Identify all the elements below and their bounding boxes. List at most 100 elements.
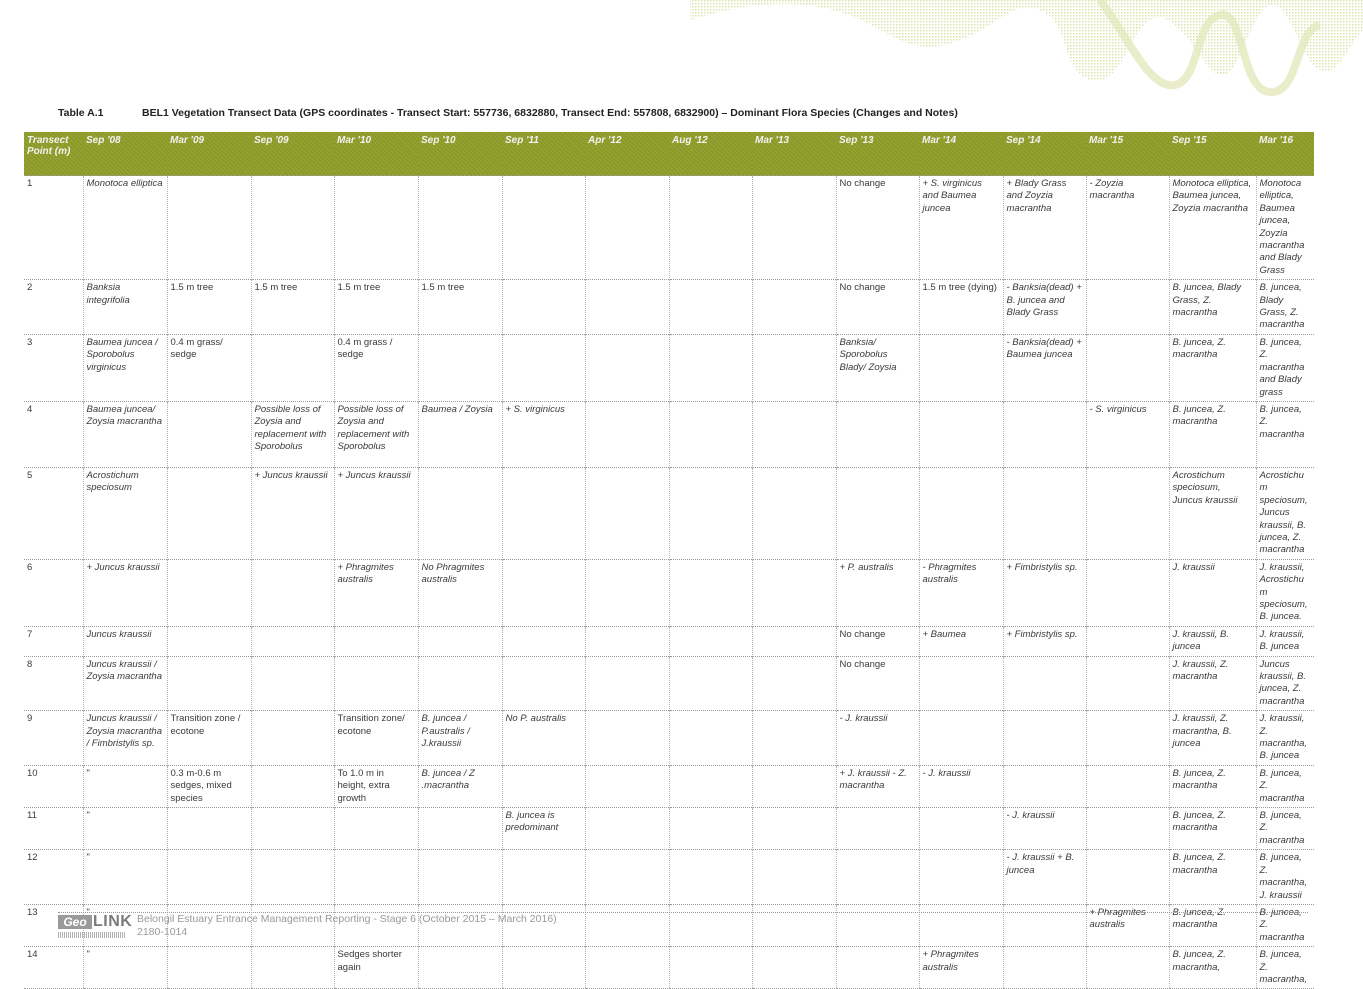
table-cell: " — [82, 849, 167, 905]
table-cell: - J. kraussii + B. juncea — [1002, 849, 1086, 905]
table-cell — [333, 807, 418, 850]
decorative-wave-graphic — [690, 0, 1363, 96]
table-cell — [584, 466, 669, 560]
table-cell — [668, 710, 752, 766]
table-cell — [1085, 849, 1169, 905]
table-row: 4 Baumea juncea/ Zoysia macrantha Possible… — [24, 400, 1314, 468]
table-cell — [417, 903, 502, 947]
transect-point-cell: 9 — [24, 710, 83, 766]
table-row: 8 Juncus kraussii / Zoysia macrantha No ch… — [24, 655, 1314, 711]
table-cell: Acrostichum speciosum, Juncus kraussii — [1168, 466, 1256, 560]
table-cell — [584, 849, 669, 905]
table-cell: B. juncea, Z. macrantha, J. kraussii — [1255, 849, 1314, 905]
table-cell — [918, 710, 1003, 766]
table-cell: Banksia/ Sporobolus Blady/ Zoysia — [835, 333, 919, 402]
column-header: Apr '12 — [585, 132, 669, 176]
table-cell — [501, 903, 585, 947]
logo-link-text: LINK — [93, 913, 133, 930]
table-cell: B. juncea is predominant — [501, 807, 585, 850]
table-cell: J. kraussii, B. juncea — [1168, 625, 1256, 657]
table-cell: Monotoca elliptica, Baumea juncea, Zoyzi… — [1255, 174, 1314, 280]
table-row: 13 " + Phragmites australis B. juncea, Z. m… — [24, 903, 1314, 947]
table-cell: + Phragmites australis — [1085, 903, 1169, 947]
table-header-row: Transect Point (m) Sep '08 Mar '09 Sep '09 M… — [24, 132, 1314, 176]
table-cell: No P. australis — [501, 710, 585, 766]
column-header: Sep '13 — [836, 132, 919, 176]
table-cell: + Phragmites australis — [918, 946, 1003, 989]
table-cell: + Fimbristylis sp. — [1002, 558, 1086, 627]
table-cell — [250, 625, 334, 657]
table-cell: + S. virginicus — [501, 400, 585, 468]
table-cell: + Juncus kraussii — [250, 466, 334, 560]
table-cell — [584, 625, 669, 657]
table-label: Table A.1 — [58, 107, 104, 119]
table-cell: J. kraussii, Z. macrantha, B. juncea — [1168, 710, 1256, 766]
table-body: 1 Monotoca elliptica No change + S. virgini… — [24, 174, 1314, 989]
table-cell — [751, 849, 836, 905]
transect-point-cell: 7 — [24, 625, 83, 657]
table-cell: " — [82, 807, 167, 850]
table-cell: B. juncea, Z. macrantha — [1168, 807, 1256, 850]
table-cell: " — [82, 946, 167, 989]
table-cell — [1085, 333, 1169, 402]
transect-point-cell: 11 — [24, 807, 83, 850]
table-cell — [501, 174, 585, 280]
table-cell — [333, 903, 418, 947]
column-header: Mar '10 — [334, 132, 418, 176]
table-cell — [1085, 764, 1169, 808]
table-cell: - Phragmites australis — [918, 558, 1003, 627]
table-cell — [668, 903, 752, 947]
table-cell: No change — [835, 655, 919, 711]
table-cell — [918, 849, 1003, 905]
table-row: 14 " Sedges shorter again + Phragmites aust… — [24, 946, 1314, 989]
table-cell — [1002, 655, 1086, 711]
table-cell: Acrostichum speciosum, Juncus kraussii, … — [1255, 466, 1314, 560]
table-cell — [584, 710, 669, 766]
transect-point-cell: 6 — [24, 558, 83, 627]
table-cell — [751, 558, 836, 627]
table-cell: B. juncea, Z. macrantha, — [1168, 946, 1256, 989]
column-header: Mar '09 — [167, 132, 251, 176]
table-cell — [166, 849, 251, 905]
transect-point-cell: 8 — [24, 655, 83, 711]
table-cell — [584, 903, 669, 947]
table-row: 5 Acrostichum speciosum + Juncus kraussii +… — [24, 466, 1314, 560]
table-cell: + Baumea — [918, 625, 1003, 657]
table-cell: No change — [835, 279, 919, 335]
table-cell — [751, 625, 836, 657]
table-cell — [166, 558, 251, 627]
column-header: Mar '14 — [919, 132, 1003, 176]
table-cell: B. juncea, Blady Grass, Z. macrantha — [1255, 279, 1314, 335]
column-header: Mar '16 — [1256, 132, 1314, 176]
table-cell — [333, 625, 418, 657]
table-cell — [166, 946, 251, 989]
table-cell — [1002, 400, 1086, 468]
table-cell — [166, 174, 251, 280]
table-cell: Banksia integrifolia — [82, 279, 167, 335]
table-cell — [751, 400, 836, 468]
logo-geo-text: Geo — [58, 915, 92, 929]
table-cell — [250, 849, 334, 905]
table-cell: 1.5 m tree — [417, 279, 502, 335]
table-row: 6 + Juncus kraussii + Phragmites australis… — [24, 558, 1314, 627]
table-row: 11 " B. juncea is predominant - J. kraussii… — [24, 807, 1314, 850]
table-cell: + S. virginicus and Baumea juncea — [918, 174, 1003, 280]
table-cell: Juncus kraussii / Zoysia macrantha — [82, 655, 167, 711]
table-cell: B. juncea, Blady Grass, Z. macrantha — [1168, 279, 1256, 335]
table-cell — [501, 764, 585, 808]
table-cell — [668, 174, 752, 280]
table-caption: BEL1 Vegetation Transect Data (GPS coord… — [142, 107, 958, 119]
table-cell: No change — [835, 174, 919, 280]
table-cell — [250, 174, 334, 280]
table-cell: - Banksia(dead) + B. juncea and Blady Gr… — [1002, 279, 1086, 335]
table-row: 10 " 0.3 m-0.6 m sedges, mixed species To 1… — [24, 764, 1314, 808]
table-cell: + J. kraussii - Z. macrantha — [835, 764, 919, 808]
table-cell — [417, 849, 502, 905]
table-cell — [1002, 903, 1086, 947]
table-cell — [417, 946, 502, 989]
table-cell — [835, 946, 919, 989]
column-header: Mar '13 — [752, 132, 836, 176]
table-cell: J. kraussii, Z. macrantha, B. juncea — [1255, 710, 1314, 766]
table-cell: 1.5 m tree — [333, 279, 418, 335]
table-cell — [1002, 710, 1086, 766]
